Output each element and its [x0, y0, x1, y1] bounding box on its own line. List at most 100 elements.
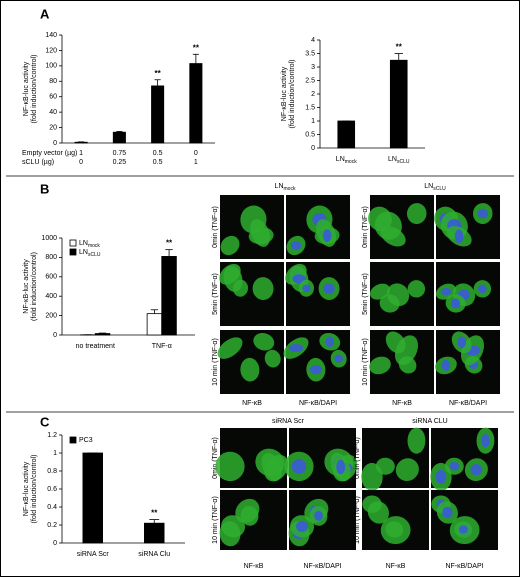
bar: [337, 120, 356, 149]
group-title: LN: [275, 183, 284, 190]
bar: [74, 141, 88, 144]
cell: [367, 501, 389, 524]
cell: [375, 457, 395, 475]
cell: [253, 332, 275, 351]
bar: [112, 131, 126, 144]
group-title-subscript: mock: [284, 186, 296, 192]
cell: [385, 331, 406, 354]
legend-label: PC3: [79, 437, 93, 444]
legend-label: LN: [79, 249, 88, 256]
y-tick-label: 40: [49, 109, 57, 116]
nucleus: [478, 284, 487, 294]
y-axis-title: (fold induction/control): [31, 55, 38, 124]
y-tick-label: 1: [53, 450, 57, 457]
bar: [82, 452, 103, 544]
x-tick-label: 0: [79, 159, 83, 166]
x-tick-label: LN: [336, 156, 345, 163]
cell: [232, 279, 249, 297]
nucleus: [314, 510, 323, 521]
y-tick-label: 800: [45, 254, 57, 261]
y-tick-label: 20: [49, 124, 57, 131]
nucleus: [441, 359, 451, 371]
cell: [215, 451, 245, 482]
y-tick-label: 0.6: [47, 486, 57, 493]
y-tick-label: 0.4: [47, 504, 57, 511]
y-axis-title: NF-κB-luc activity: [23, 259, 30, 314]
y-tick-label: 1: [311, 118, 315, 125]
nucleus: [334, 354, 344, 363]
y-tick-label: 1000: [41, 235, 57, 242]
y-axis-title: (fold induction/control): [31, 455, 38, 524]
group-title: siRNA Scr: [272, 418, 305, 425]
significance: **: [155, 69, 162, 78]
cell: [252, 277, 274, 301]
nucleus: [290, 241, 302, 250]
legend-label-subscript: mock: [88, 243, 100, 249]
nucleus: [292, 274, 306, 284]
cell: [380, 226, 406, 247]
column-label: NF-κB/DAPI: [449, 400, 487, 407]
y-tick-label: 3: [311, 64, 315, 71]
cell: [385, 521, 404, 538]
x-tick-label: 0.75: [113, 150, 127, 157]
cell: [407, 427, 426, 454]
significance: **: [193, 43, 200, 52]
y-tick-label: 200: [45, 312, 57, 319]
y-tick-label: 0: [53, 140, 57, 147]
nucleus: [435, 469, 447, 484]
cell: [220, 235, 240, 256]
x-tick-label-subscript: mock: [345, 159, 357, 165]
group-title: siRNA CLU: [412, 418, 447, 425]
panel-label: A: [40, 6, 50, 21]
nucleus: [477, 208, 488, 219]
nucleus: [288, 344, 304, 353]
y-tick-label: 4: [311, 37, 315, 44]
nucleus: [291, 459, 307, 474]
x-tick-label: siRNA Clu: [138, 551, 170, 558]
cell: [264, 349, 281, 368]
nucleus: [454, 229, 464, 244]
nucleus: [302, 284, 311, 293]
cell: [240, 505, 259, 526]
panel-label: B: [40, 181, 49, 196]
cell: [217, 337, 243, 359]
legend-swatch: [69, 239, 77, 247]
nucleus: [296, 520, 309, 532]
nucleus: [325, 336, 335, 348]
row-label: 0min (TNF-α): [212, 437, 219, 479]
y-tick-label: 100: [45, 63, 57, 70]
y-tick-label: 0.2: [47, 522, 57, 529]
cell: [240, 357, 260, 382]
x-tick-label: 0.5: [153, 150, 163, 157]
nucleus: [457, 336, 467, 349]
x-row-label: Empty vector (µg): [22, 150, 77, 157]
y-tick-label: 0.8: [47, 468, 57, 475]
legend-label-subscript: sCLU: [88, 252, 101, 258]
y-axis-title: (fold induction/control): [31, 252, 38, 321]
cell: [395, 458, 419, 481]
cell: [369, 356, 391, 375]
significance: **: [166, 239, 173, 248]
column-label: NF-κB/DAPI: [303, 563, 341, 570]
y-tick-label: 0.5: [305, 131, 315, 138]
cell: [248, 227, 274, 245]
legend-label: LN: [79, 240, 88, 247]
row-label: 10 min (TNF-α): [212, 496, 219, 544]
cell: [261, 452, 282, 482]
nucleus: [458, 525, 468, 534]
bar: [189, 63, 203, 144]
column-label: NF-κB: [392, 400, 412, 407]
y-axis-title: (fold induction/control): [289, 60, 296, 129]
y-tick-label: 60: [49, 94, 57, 101]
column-label: NF-κB/DAPI: [445, 563, 483, 570]
cell: [406, 203, 427, 225]
nucleus: [480, 434, 490, 448]
column-label: NF-κB: [244, 563, 264, 570]
row-label: 10 min (TNF-α): [354, 496, 361, 544]
bar: [151, 85, 165, 144]
y-axis-title: NF-κB-luc activity: [23, 461, 30, 516]
row-label: 10 min (TNF-α): [212, 338, 219, 386]
y-tick-label: 1.5: [305, 104, 315, 111]
x-tick-label: LN: [388, 156, 397, 163]
y-tick-label: 400: [45, 293, 57, 300]
